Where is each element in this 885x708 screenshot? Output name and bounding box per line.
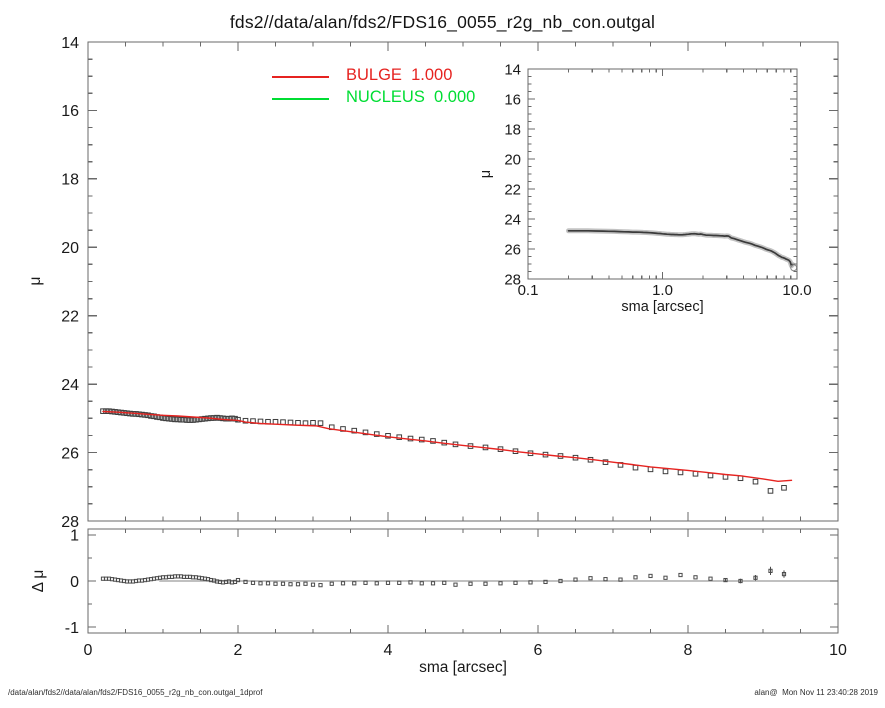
- svg-text:8: 8: [684, 642, 693, 659]
- footer-user-timestamp: alan@ Mon Nov 11 23:40:28 2019: [754, 688, 878, 697]
- svg-text:10.0: 10.0: [782, 282, 811, 299]
- svg-text:14: 14: [504, 61, 521, 78]
- svg-text:28: 28: [504, 271, 521, 288]
- x-axis-label: sma [arcsec]: [419, 659, 507, 676]
- svg-text:6: 6: [534, 642, 543, 659]
- residual-plot-axes: [87, 528, 839, 634]
- svg-text:18: 18: [61, 172, 79, 189]
- svg-text:-1: -1: [65, 620, 79, 637]
- svg-text:1.0: 1.0: [652, 282, 673, 299]
- main-plot-tick-labels: 14 16 18 20 22 24 26 28: [61, 35, 79, 531]
- inset-plot-axes: [527, 68, 798, 280]
- svg-text:14: 14: [61, 35, 79, 52]
- main-y-axis-label: μ: [27, 276, 44, 286]
- inset-profile-series: [566, 228, 796, 269]
- svg-text:0: 0: [84, 642, 93, 659]
- residual-plot: 10-10 2 4 6 8 10: [65, 528, 847, 659]
- observed-data-series: [100, 408, 787, 494]
- svg-text:24: 24: [61, 377, 79, 394]
- svg-text:26: 26: [504, 241, 521, 258]
- bulge-line-swatch: [272, 76, 329, 78]
- svg-text:28: 28: [61, 514, 79, 531]
- bulge-model-line: [102, 410, 793, 482]
- bulge-legend-label: BULGE 1.000: [346, 66, 453, 84]
- svg-text:24: 24: [504, 211, 521, 228]
- svg-text:0: 0: [70, 574, 79, 591]
- svg-text:2: 2: [234, 642, 243, 659]
- residual-points: [100, 566, 787, 588]
- nucleus-line-swatch: [272, 98, 329, 100]
- inset-plot: 14 16 18 20 22 24 26 280.1 1.0 10.0: [504, 61, 811, 299]
- residual-y-axis-label: Δ μ: [30, 569, 47, 593]
- svg-text:18: 18: [504, 121, 521, 138]
- svg-text:4: 4: [384, 642, 393, 659]
- svg-text:20: 20: [504, 151, 521, 168]
- main-plot: 14 16 18 20 22 24 26 28: [61, 35, 839, 531]
- main-plot-axes: [87, 41, 839, 522]
- footer-file-path: /data/alan/fds2//data/alan/fds2/FDS16_00…: [8, 688, 263, 697]
- svg-text:16: 16: [61, 103, 79, 120]
- inset-plot-tick-labels: 14 16 18 20 22 24 26 280.1 1.0 10.0: [504, 61, 811, 299]
- svg-text:10: 10: [829, 642, 847, 659]
- svg-text:1: 1: [70, 528, 79, 545]
- residual-plot-tick-labels: 10-10 2 4 6 8 10: [65, 528, 847, 659]
- svg-text:20: 20: [61, 240, 79, 257]
- svg-text:16: 16: [504, 91, 521, 108]
- inset-x-axis-label: sma [arcsec]: [621, 299, 704, 315]
- page-title: fds2//data/alan/fds2/FDS16_0055_r2g_nb_c…: [229, 12, 656, 32]
- svg-text:22: 22: [504, 181, 521, 198]
- svg-text:26: 26: [61, 445, 79, 462]
- svg-text:22: 22: [61, 308, 79, 325]
- svg-text:0.1: 0.1: [518, 282, 539, 299]
- nucleus-legend-label: NUCLEUS 0.000: [346, 88, 476, 106]
- inset-y-axis-label: μ: [478, 169, 494, 179]
